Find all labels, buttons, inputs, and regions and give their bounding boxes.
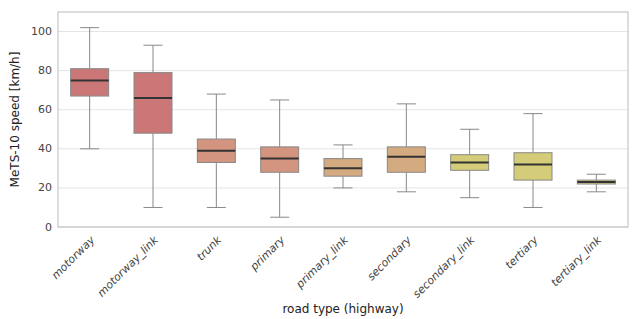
x-tick-label: secondary bbox=[365, 233, 415, 283]
y-tick-label: 40 bbox=[38, 142, 52, 155]
cap-high bbox=[460, 129, 479, 130]
x-tick-label: secondary_link bbox=[410, 233, 478, 301]
median bbox=[324, 167, 362, 169]
whisker-low bbox=[153, 133, 154, 207]
y-tick-label: 0 bbox=[45, 221, 52, 234]
box bbox=[324, 159, 362, 177]
x-tick-label: motorway bbox=[49, 233, 98, 282]
box-group bbox=[577, 174, 615, 192]
whisker-high bbox=[596, 174, 597, 180]
grid-line bbox=[58, 70, 628, 71]
box-group bbox=[387, 104, 425, 192]
y-axis: 0 20 40 60 80 100 bbox=[31, 25, 628, 233]
box-group bbox=[71, 28, 109, 149]
whisker-low bbox=[89, 96, 90, 149]
median bbox=[261, 158, 299, 160]
median bbox=[134, 97, 172, 99]
cap-low bbox=[80, 148, 99, 149]
box bbox=[387, 147, 425, 172]
whisker-high bbox=[153, 45, 154, 72]
median bbox=[451, 162, 489, 164]
cap-high bbox=[207, 94, 226, 95]
whisker-low bbox=[533, 180, 534, 207]
whisker-low bbox=[279, 172, 280, 217]
median bbox=[387, 156, 425, 158]
cap-low bbox=[207, 207, 226, 208]
cap-low bbox=[144, 207, 163, 208]
cap-high bbox=[334, 144, 353, 145]
x-tick-label: primary_link bbox=[293, 233, 351, 291]
box bbox=[134, 73, 172, 134]
cap-high bbox=[587, 174, 606, 175]
whisker-low bbox=[216, 163, 217, 208]
x-tick-label: primary bbox=[247, 233, 288, 274]
x-axis: motorwaymotorway_link trunk primaryprimary… bbox=[49, 233, 604, 301]
box-group bbox=[197, 94, 235, 207]
median bbox=[577, 181, 615, 183]
box bbox=[261, 147, 299, 172]
cap-high bbox=[397, 103, 416, 104]
plot-frame bbox=[58, 12, 628, 227]
cap-low bbox=[397, 191, 416, 192]
whisker-high bbox=[279, 100, 280, 147]
cap-low bbox=[270, 217, 289, 218]
grid-line bbox=[58, 187, 628, 188]
box bbox=[451, 155, 489, 171]
whisker-low bbox=[469, 170, 470, 197]
y-tick-label: 20 bbox=[38, 181, 52, 194]
box-group bbox=[324, 145, 362, 188]
cap-low bbox=[587, 191, 606, 192]
whisker-low bbox=[406, 172, 407, 192]
median bbox=[197, 150, 235, 152]
whisker-high bbox=[89, 28, 90, 69]
box bbox=[71, 69, 109, 96]
box-group bbox=[451, 129, 489, 197]
box bbox=[577, 180, 615, 184]
box-group bbox=[261, 100, 299, 217]
y-tick-label: 60 bbox=[38, 103, 52, 116]
median bbox=[514, 163, 552, 165]
x-axis-title: road type (highway) bbox=[282, 302, 403, 316]
box-group bbox=[134, 45, 172, 207]
cap-high bbox=[80, 27, 99, 28]
grid-line bbox=[58, 31, 628, 32]
whisker-low bbox=[343, 176, 344, 188]
chart: 020406080100motorwaymotorway_linktrunkpr… bbox=[0, 0, 640, 319]
cap-high bbox=[270, 99, 289, 100]
cap-low bbox=[524, 207, 543, 208]
box bbox=[197, 139, 235, 162]
box-group bbox=[514, 114, 552, 208]
cap-low bbox=[334, 187, 353, 188]
box bbox=[514, 153, 552, 180]
boxes bbox=[71, 28, 616, 218]
whisker-high bbox=[406, 104, 407, 147]
y-tick-label: 100 bbox=[31, 25, 52, 38]
y-axis-title: MeTS-10 speed [km/h] bbox=[8, 52, 22, 188]
whisker-high bbox=[216, 94, 217, 139]
median bbox=[71, 79, 109, 81]
y-tick-label: 80 bbox=[38, 64, 52, 77]
cap-low bbox=[460, 197, 479, 198]
x-tick-label: tertiary_link bbox=[548, 233, 604, 289]
whisker-high bbox=[533, 114, 534, 153]
whisker-high bbox=[343, 145, 344, 159]
whisker-high bbox=[469, 129, 470, 154]
x-tick-label: trunk bbox=[194, 233, 224, 263]
cap-high bbox=[524, 113, 543, 114]
x-tick-label: motorway_link bbox=[95, 233, 161, 299]
x-tick-label: tertiary bbox=[503, 233, 541, 271]
whisker-low bbox=[596, 184, 597, 192]
cap-high bbox=[144, 45, 163, 46]
